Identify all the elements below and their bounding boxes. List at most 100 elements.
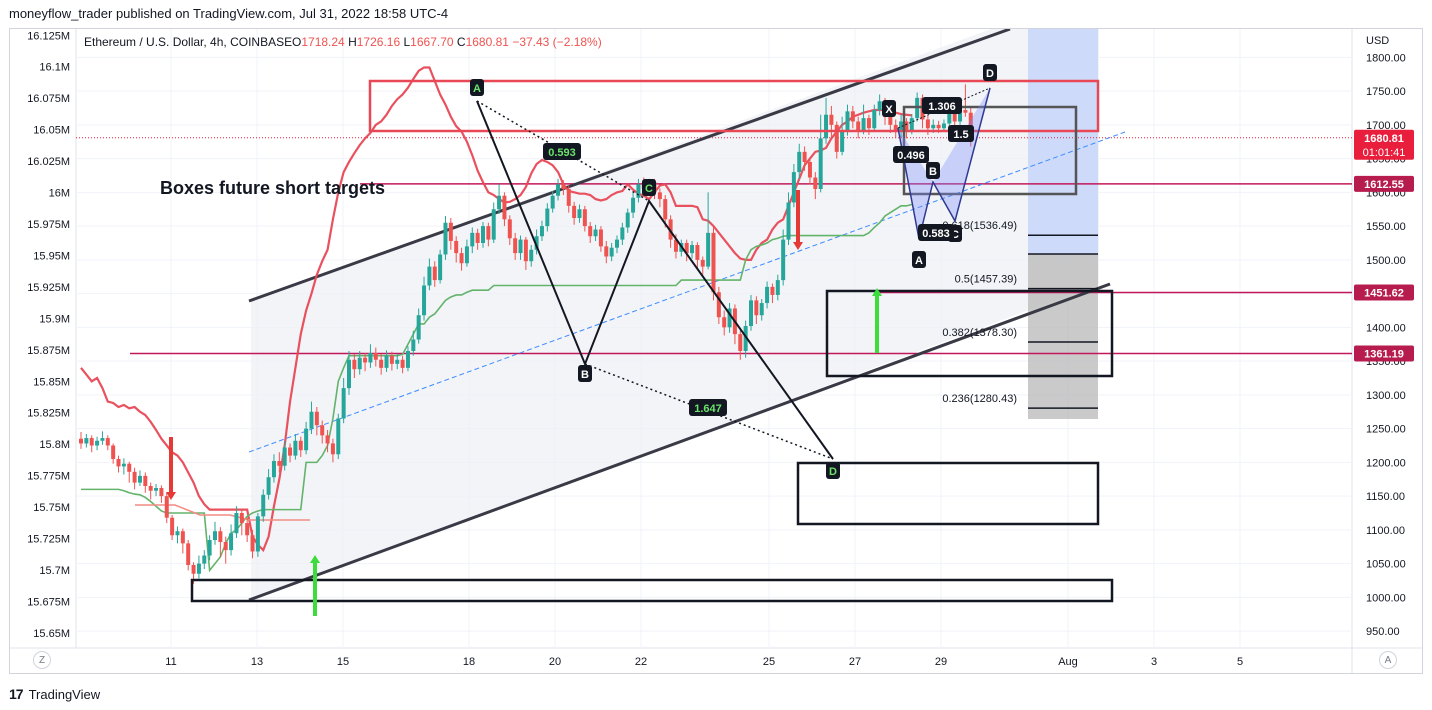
h-value: 1726.16	[357, 35, 401, 49]
ratio-tag-bg	[689, 399, 727, 416]
candle-body	[95, 440, 100, 446]
left-axis-tick: 15.825M	[27, 408, 70, 420]
candle-body	[121, 463, 126, 467]
candle-body	[523, 239, 528, 262]
candle-body	[958, 110, 963, 122]
xabcd-legs	[897, 87, 991, 240]
candle-body	[100, 438, 105, 441]
candle-body	[722, 317, 727, 328]
candle-body	[534, 236, 539, 250]
auto-scale-button[interactable]: A	[1379, 651, 1397, 669]
left-axis-tick: 15.975M	[27, 219, 70, 231]
candle-body	[802, 151, 807, 162]
xabcd-point-x: X	[882, 100, 896, 117]
left-axis-tick: 15.775M	[27, 471, 70, 483]
candle-body	[593, 229, 598, 237]
annotation-text: Boxes future short targets	[160, 178, 385, 198]
candle-body	[507, 219, 512, 239]
marker-bg	[983, 64, 997, 81]
candle-body	[132, 471, 137, 483]
left-scale-button[interactable]: Z	[33, 651, 51, 669]
candle-body	[615, 239, 619, 248]
candle-body	[314, 411, 319, 426]
price-tag-bg	[1354, 175, 1414, 192]
channel-lower-line	[248, 282, 1111, 602]
ratio-tag-text: 0.593	[548, 147, 576, 159]
c-value: 1680.81	[466, 35, 510, 49]
left-axis-tick: 16.025M	[27, 156, 70, 168]
candle-body	[266, 477, 271, 495]
candle-body	[861, 118, 866, 132]
candle-body	[963, 110, 968, 113]
candle-body	[550, 195, 555, 209]
publish-line: moneyflow_trader published on TradingVie…	[9, 6, 449, 21]
arrow-shaft	[875, 296, 879, 353]
candle-body	[255, 516, 260, 552]
candle-body	[443, 222, 448, 255]
candle-body	[727, 308, 732, 328]
price-tag-countdown: 01:01:41	[1363, 147, 1406, 159]
candle-body	[416, 315, 421, 340]
horizontal-levels	[76, 137, 1352, 355]
candle-body	[877, 101, 882, 111]
ratio-tag-bg	[893, 146, 929, 163]
candle-body	[347, 359, 351, 389]
candle-body	[588, 226, 593, 237]
candle-body	[931, 124, 936, 129]
time-axis-tick: 18	[463, 656, 475, 668]
marker-label: B	[929, 166, 937, 178]
candle-body	[749, 300, 753, 327]
o-value: 1718.24	[301, 35, 345, 49]
candle-body	[738, 334, 743, 351]
marker-bg	[926, 162, 940, 179]
candle-body	[207, 539, 212, 556]
candle-body	[486, 226, 491, 240]
right-axis-tick: 1750.00	[1366, 86, 1406, 98]
candle-body	[250, 535, 255, 552]
pattern-point-d: D	[826, 462, 840, 479]
currency-label: USD	[1366, 35, 1389, 47]
right-axis-tick: 1250.00	[1366, 424, 1406, 436]
left-axis-tick: 16M	[49, 188, 70, 200]
price-tag-bg	[1354, 129, 1414, 160]
pattern-point-b: B	[578, 365, 592, 382]
brand-name: TradingView	[28, 686, 101, 702]
candle-body	[834, 124, 839, 152]
marker-label: D	[829, 466, 837, 478]
candle-body	[952, 112, 957, 122]
candle-body	[309, 411, 314, 429]
candle-body	[781, 239, 786, 281]
candle-body	[111, 445, 116, 459]
xabcd-point-a: A	[912, 251, 926, 268]
channel-fill	[251, 29, 1099, 600]
left-axis-tick: 15.875M	[27, 345, 70, 357]
change-value: −37.43 (−2.18%)	[512, 35, 601, 49]
time-axis-tick: 20	[549, 656, 561, 668]
ratio-tag: 1.5	[948, 125, 974, 142]
time-axis-tick: 22	[635, 656, 647, 668]
h-label: H	[348, 35, 357, 49]
candle-body	[127, 463, 132, 472]
left-axis-tick: 15.65M	[33, 628, 70, 640]
marker-label: C	[645, 183, 653, 195]
candle-body	[539, 226, 544, 237]
marker-label: D	[986, 68, 994, 80]
candle-body	[304, 428, 309, 451]
candle-body	[411, 339, 416, 351]
candle-body	[706, 232, 711, 267]
candle-body	[754, 300, 759, 316]
candle-body	[405, 350, 410, 368]
candle-body	[282, 447, 287, 466]
candle-body	[866, 118, 871, 129]
candle-body	[743, 326, 748, 351]
candle-body	[888, 116, 893, 125]
trend-line	[80, 66, 912, 553]
candle-body	[159, 488, 164, 497]
marker-bg	[882, 100, 896, 117]
candle-body	[856, 121, 861, 132]
candle-body	[711, 232, 716, 293]
candle-body	[636, 184, 641, 198]
candle-body	[572, 205, 577, 219]
candle-body	[213, 531, 217, 540]
